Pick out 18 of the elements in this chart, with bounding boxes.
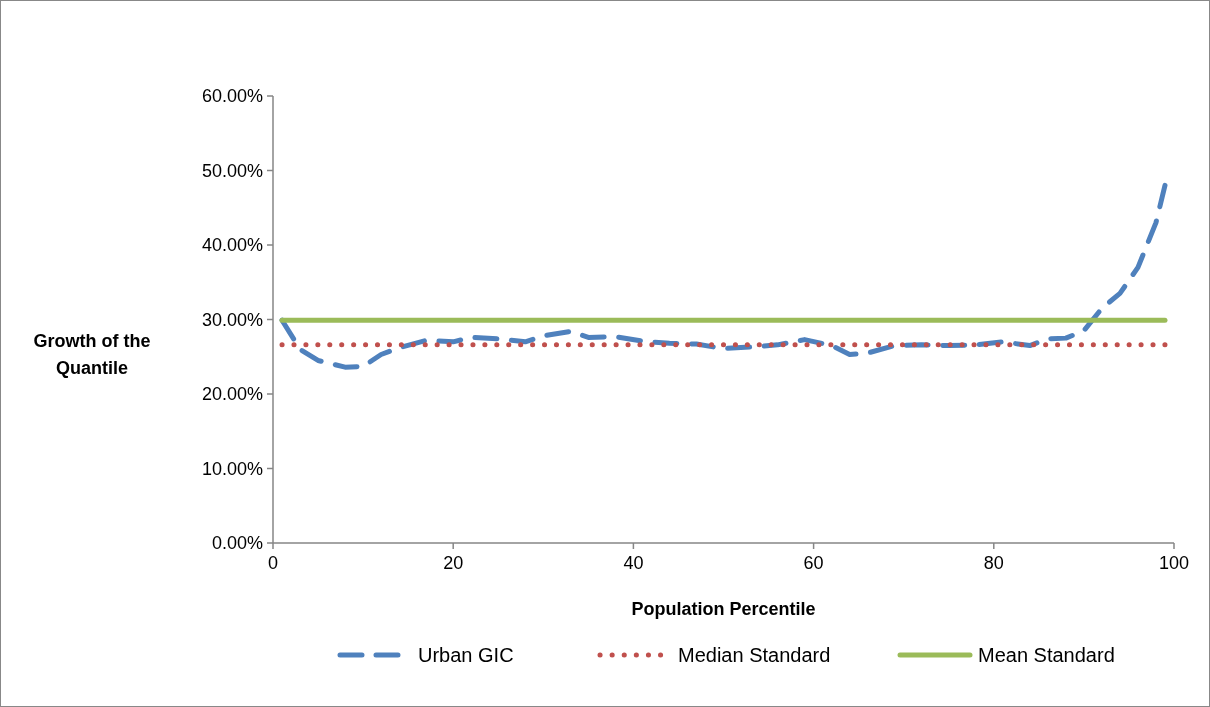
x-tick-label: 100 [1158,553,1190,573]
y-tick-label: 20.00% [201,384,263,405]
y-tick-label: 10.00% [201,458,263,479]
x-tick-label: 20 [443,553,464,573]
legend-label: Mean Standard [978,644,1115,666]
x-tick-label: 60 [803,553,824,573]
y-axis-title: Growth of the Quantile [33,331,151,378]
x-tick-label: 0 [267,553,279,573]
legend-label: Urban GIC [418,644,514,666]
y-tick-label: 30.00% [201,309,263,330]
y-tick-label: 60.00% [201,86,263,107]
y-tick-label: 50.00% [201,160,263,181]
y-tick-label: 40.00% [201,235,263,256]
legend-label: Median Standard [678,644,831,666]
x-tick-label: 80 [983,553,1004,573]
x-tick-label: 40 [623,553,644,573]
y-tick-label: 0.00% [211,533,263,554]
x-axis-title: Population Percentile [631,599,816,619]
